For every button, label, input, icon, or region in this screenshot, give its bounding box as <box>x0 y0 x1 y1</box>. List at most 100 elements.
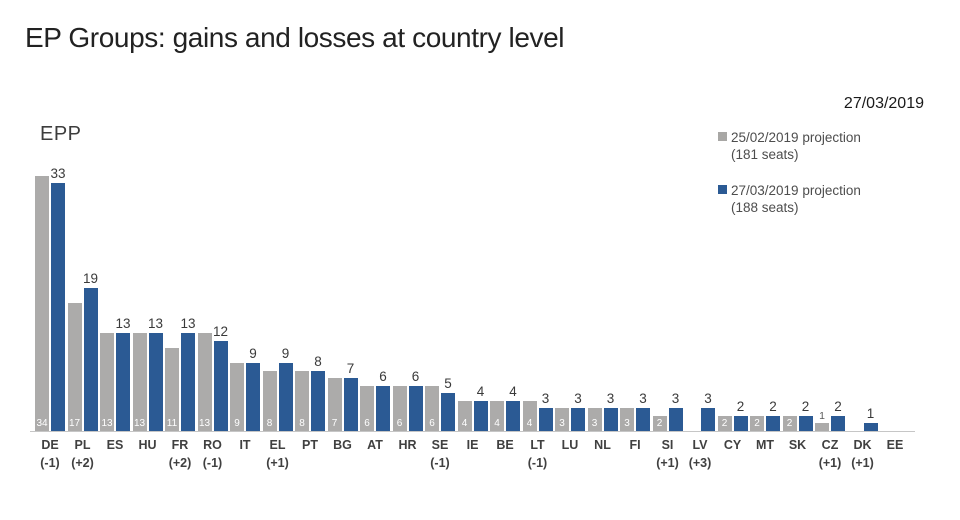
country-code-lv: LV <box>692 438 708 452</box>
bar-current-value: 13 <box>115 316 131 331</box>
country-code-pl: PL <box>74 438 91 452</box>
bar-previous-value: 2 <box>754 418 760 429</box>
bar-previous-cz: 1 <box>815 410 829 431</box>
bar-previous-fr: 11 <box>165 348 179 431</box>
bar-previous-value: 34 <box>36 418 48 429</box>
bar-current-mt: 2 <box>766 399 780 431</box>
bar-current-se: 5 <box>441 376 455 431</box>
country-code-be: BE <box>496 438 514 452</box>
bar-current-value: 4 <box>509 384 517 399</box>
change-label-el: (+1) <box>266 456 289 470</box>
country-code-hr: HR <box>398 438 417 452</box>
bar-previous-pt: 8 <box>295 371 309 431</box>
bar-previous-bg: 7 <box>327 378 342 431</box>
bar-previous-value: 4 <box>461 418 468 429</box>
change-label-pl: (+2) <box>71 456 94 470</box>
bar-previous-ie: 4 <box>457 401 472 431</box>
bar-previous-value: 1 <box>819 410 825 422</box>
bar-previous-at: 6 <box>360 386 374 431</box>
report-date: 27/03/2019 <box>843 95 924 112</box>
bar-current-nl: 3 <box>603 391 618 431</box>
legend-item-current: 27/03/2019 projection (188 seats) <box>718 182 861 216</box>
bar-previous-be: 4 <box>490 401 504 431</box>
country-code-fr: FR <box>171 438 189 452</box>
bar-previous-mt: 2 <box>750 416 764 431</box>
bar-current-value: 6 <box>411 369 420 384</box>
country-group-se: 6 5 SE (-1) <box>425 169 455 470</box>
bar-current-fr: 13 <box>180 316 196 431</box>
bar-current-value: 19 <box>82 271 99 286</box>
bar-previous-value: 2 <box>786 418 793 429</box>
country-group-cz: 1 2 CZ (+1) <box>815 169 845 470</box>
bar-previous-value: 13 <box>133 418 146 429</box>
bar-current-es: 13 <box>115 316 131 431</box>
country-group-ro: 13 12 RO (-1) <box>197 169 228 470</box>
country-group-es: 13 13 ES <box>100 169 131 452</box>
country-code-de: DE <box>41 438 59 452</box>
country-code-es: ES <box>106 438 124 452</box>
bar-current-value: 3 <box>704 391 712 406</box>
legend-swatch-blue-icon <box>718 185 727 194</box>
bar-previous-hr: 6 <box>392 386 407 431</box>
country-group-nl: 3 3 NL <box>587 169 618 452</box>
bar-current-value: 6 <box>379 369 387 384</box>
bar-current-value: 9 <box>249 346 257 361</box>
country-group-pt: 8 8 PT <box>295 169 325 452</box>
country-code-el: EL <box>269 438 286 452</box>
country-code-sk: SK <box>788 438 807 452</box>
country-group-ee: EE <box>880 169 910 452</box>
bar-current-value: 3 <box>671 391 680 406</box>
page-title: EP Groups: gains and losses at country l… <box>25 22 565 53</box>
bar-current-pt: 8 <box>311 354 325 431</box>
bar-previous-value: 2 <box>656 418 663 429</box>
bar-current-it: 9 <box>246 346 260 431</box>
bar-current-value: 1 <box>866 406 875 421</box>
change-label-si: (+1) <box>656 456 679 470</box>
country-group-de: 34 33 DE (-1) <box>35 166 66 470</box>
bar-previous-value: 6 <box>396 418 403 429</box>
bar-previous-value: 9 <box>234 418 240 429</box>
bar-chart: 34 33 DE (-1) 17 19 PL (+2) 13 13 ES 13 13 HU 11 13 FR (+… <box>30 166 915 470</box>
country-group-lu: 3 3 LU <box>555 169 585 452</box>
country-code-bg: BG <box>333 438 352 452</box>
country-code-nl: NL <box>594 438 611 452</box>
bar-current-value: 7 <box>346 361 355 376</box>
bar-current-lv: 3 <box>701 391 715 431</box>
country-code-pt: PT <box>302 438 318 452</box>
bar-current-si: 3 <box>668 391 683 431</box>
bar-previous-value: 4 <box>494 418 500 429</box>
legend-swatch-gray-icon <box>718 132 727 141</box>
bar-current-pl: 19 <box>83 271 98 431</box>
bar-previous-value: 11 <box>166 418 178 429</box>
bar-current-value: 3 <box>639 391 647 406</box>
bar-previous-el: 8 <box>262 371 277 431</box>
legend: 25/02/2019 projection (181 seats) 27/03/… <box>718 129 861 235</box>
country-code-ro: RO <box>203 438 222 452</box>
bar-current-cz: 2 <box>831 399 845 431</box>
bar-previous-value: 6 <box>364 418 370 429</box>
bar-previous-value: 6 <box>429 418 435 429</box>
country-group-at: 6 6 AT <box>360 169 390 452</box>
bar-current-value: 2 <box>769 399 777 414</box>
bar-current-lt: 3 <box>538 391 553 431</box>
bar-current-de: 33 <box>50 166 66 431</box>
bar-current-value: 2 <box>834 399 842 414</box>
country-group-hu: 13 13 HU <box>132 169 164 452</box>
bar-current-hr: 6 <box>408 369 423 431</box>
bar-previous-cy: 2 <box>717 416 732 431</box>
bar-previous-fi: 3 <box>620 408 634 431</box>
bar-previous-lt: 4 <box>522 401 537 431</box>
change-label-cz: (+1) <box>818 456 842 470</box>
change-label-de: (-1) <box>40 456 60 470</box>
bar-previous-value: 3 <box>559 418 565 429</box>
bar-current-value: 13 <box>147 316 164 331</box>
country-group-be: 4 4 BE <box>490 169 520 452</box>
country-code-fi: FI <box>629 438 641 452</box>
bar-previous-se: 6 <box>425 386 439 431</box>
bar-current-at: 6 <box>376 369 390 431</box>
bar-previous-lu: 3 <box>555 408 569 431</box>
bar-current-value: 5 <box>444 376 452 391</box>
bar-current-value: 2 <box>801 399 810 414</box>
bar-current-value: 4 <box>476 384 485 399</box>
